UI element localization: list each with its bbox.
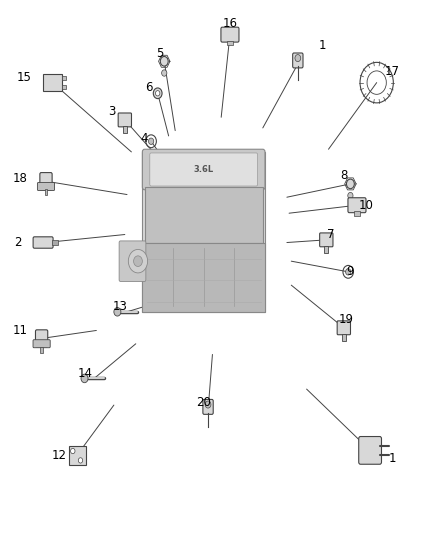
Text: 6: 6 xyxy=(145,82,153,94)
Text: 1: 1 xyxy=(388,452,396,465)
FancyBboxPatch shape xyxy=(40,173,52,190)
Text: 3: 3 xyxy=(108,106,115,118)
Text: 13: 13 xyxy=(113,300,128,313)
Text: 19: 19 xyxy=(339,313,353,326)
Text: 3.6L: 3.6L xyxy=(194,165,214,174)
FancyBboxPatch shape xyxy=(348,198,366,213)
Circle shape xyxy=(346,179,354,189)
FancyBboxPatch shape xyxy=(43,75,62,91)
Circle shape xyxy=(160,56,168,66)
Circle shape xyxy=(295,54,301,62)
FancyBboxPatch shape xyxy=(227,41,233,45)
FancyBboxPatch shape xyxy=(142,152,265,312)
Circle shape xyxy=(78,458,83,463)
FancyBboxPatch shape xyxy=(37,182,55,190)
FancyBboxPatch shape xyxy=(62,85,66,89)
Circle shape xyxy=(205,401,211,408)
Circle shape xyxy=(71,448,75,454)
Circle shape xyxy=(134,256,142,266)
FancyBboxPatch shape xyxy=(52,240,57,245)
FancyBboxPatch shape xyxy=(118,113,131,127)
Text: 8: 8 xyxy=(340,169,347,182)
FancyBboxPatch shape xyxy=(293,53,303,68)
Circle shape xyxy=(162,70,167,76)
Text: 2: 2 xyxy=(14,236,21,249)
Circle shape xyxy=(348,192,353,199)
Circle shape xyxy=(114,308,121,316)
Text: 5: 5 xyxy=(156,47,163,60)
FancyBboxPatch shape xyxy=(203,399,213,414)
FancyBboxPatch shape xyxy=(337,321,350,335)
Text: 17: 17 xyxy=(385,66,399,78)
FancyBboxPatch shape xyxy=(342,334,346,341)
Text: 15: 15 xyxy=(17,71,32,84)
Text: 10: 10 xyxy=(358,199,373,212)
Text: 18: 18 xyxy=(12,172,27,185)
Circle shape xyxy=(153,88,162,99)
Text: 1: 1 xyxy=(318,39,326,52)
Text: 12: 12 xyxy=(52,449,67,462)
Text: 16: 16 xyxy=(223,18,237,30)
Text: 4: 4 xyxy=(141,132,148,145)
FancyBboxPatch shape xyxy=(145,187,263,243)
FancyBboxPatch shape xyxy=(33,237,53,248)
Circle shape xyxy=(81,374,88,383)
FancyBboxPatch shape xyxy=(45,189,47,195)
FancyBboxPatch shape xyxy=(359,437,381,464)
Text: 20: 20 xyxy=(196,396,211,409)
FancyBboxPatch shape xyxy=(40,346,43,352)
Circle shape xyxy=(148,138,154,144)
FancyBboxPatch shape xyxy=(123,126,127,133)
Text: 14: 14 xyxy=(78,367,93,379)
Circle shape xyxy=(155,91,160,96)
Text: 11: 11 xyxy=(12,324,27,337)
FancyBboxPatch shape xyxy=(33,340,50,348)
Circle shape xyxy=(346,269,351,275)
FancyBboxPatch shape xyxy=(119,241,146,281)
FancyBboxPatch shape xyxy=(62,76,66,80)
FancyBboxPatch shape xyxy=(325,246,328,253)
FancyBboxPatch shape xyxy=(69,446,86,465)
Text: 9: 9 xyxy=(346,265,354,278)
Text: 7: 7 xyxy=(327,228,335,241)
FancyBboxPatch shape xyxy=(35,330,48,347)
FancyBboxPatch shape xyxy=(150,153,258,186)
FancyBboxPatch shape xyxy=(142,243,265,312)
FancyBboxPatch shape xyxy=(221,27,239,42)
Circle shape xyxy=(128,249,148,273)
FancyBboxPatch shape xyxy=(142,149,265,190)
FancyBboxPatch shape xyxy=(320,233,333,247)
FancyBboxPatch shape xyxy=(354,211,360,216)
